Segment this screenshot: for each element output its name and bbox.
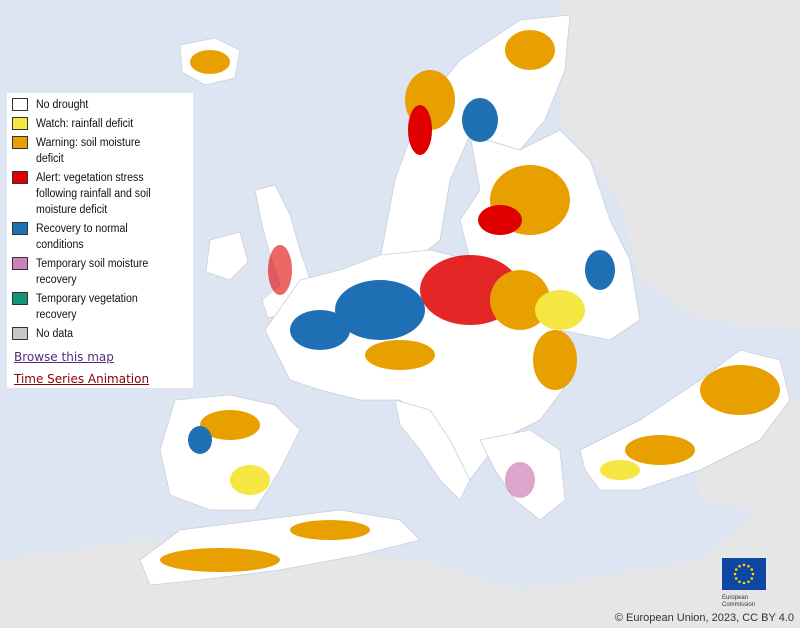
star	[733, 572, 737, 576]
drought-patches	[160, 30, 780, 572]
credit: © European Union, 2023, CC BY 4.0	[614, 612, 794, 624]
star	[742, 581, 746, 585]
legend-label: Temporary vegetation recovery	[36, 293, 138, 321]
legend-item: Watch: rainfall deficit	[12, 116, 189, 132]
legend-label: Temporary soil moisture recovery	[36, 258, 149, 286]
legend-swatch	[12, 222, 28, 235]
legend-item: No data	[12, 326, 189, 342]
browse-link[interactable]: Browse this map	[14, 350, 114, 364]
legend-item: Temporary vegetation recovery	[12, 291, 189, 323]
legend-swatch	[12, 292, 28, 305]
star	[751, 572, 755, 576]
logo-text: European Commission	[722, 595, 756, 608]
star	[747, 580, 750, 584]
legend-label: No drought	[36, 99, 89, 111]
star	[738, 564, 741, 568]
legend-label: Warning: soil moisture deficit	[36, 137, 141, 165]
eu-logo: European Commission	[722, 558, 766, 609]
animation-link[interactable]: Time Series Animation	[14, 372, 150, 386]
star	[750, 577, 754, 580]
star	[734, 568, 738, 571]
legend-label: No data	[36, 328, 74, 340]
legend-item: Recovery to normal conditions	[12, 221, 189, 253]
legend-swatch	[12, 98, 28, 111]
legend-item: No drought	[12, 97, 189, 113]
legend: No drought Watch: rainfall deficit Warning…	[7, 93, 193, 388]
star	[747, 564, 750, 568]
legend-swatch	[12, 171, 28, 184]
star	[734, 577, 738, 580]
legend-swatch	[12, 257, 28, 270]
legend-swatch	[12, 136, 28, 149]
legend-item: Temporary soil moisture recovery	[12, 256, 189, 288]
legend-item: Alert: vegetation stress following rainf…	[12, 170, 189, 218]
star	[742, 563, 746, 567]
legend-swatch	[12, 117, 28, 130]
star	[738, 580, 741, 584]
legend-label: Recovery to normal conditions	[36, 223, 128, 251]
star	[750, 568, 754, 571]
legend-label: Alert: vegetation stress following rainf…	[36, 172, 151, 216]
legend-label: Watch: rainfall deficit	[36, 118, 134, 130]
eu-flag	[722, 558, 766, 590]
legend-items: No drought Watch: rainfall deficit Warning…	[12, 97, 189, 342]
legend-swatch	[12, 327, 28, 340]
legend-item: Warning: soil moisture deficit	[12, 135, 189, 167]
